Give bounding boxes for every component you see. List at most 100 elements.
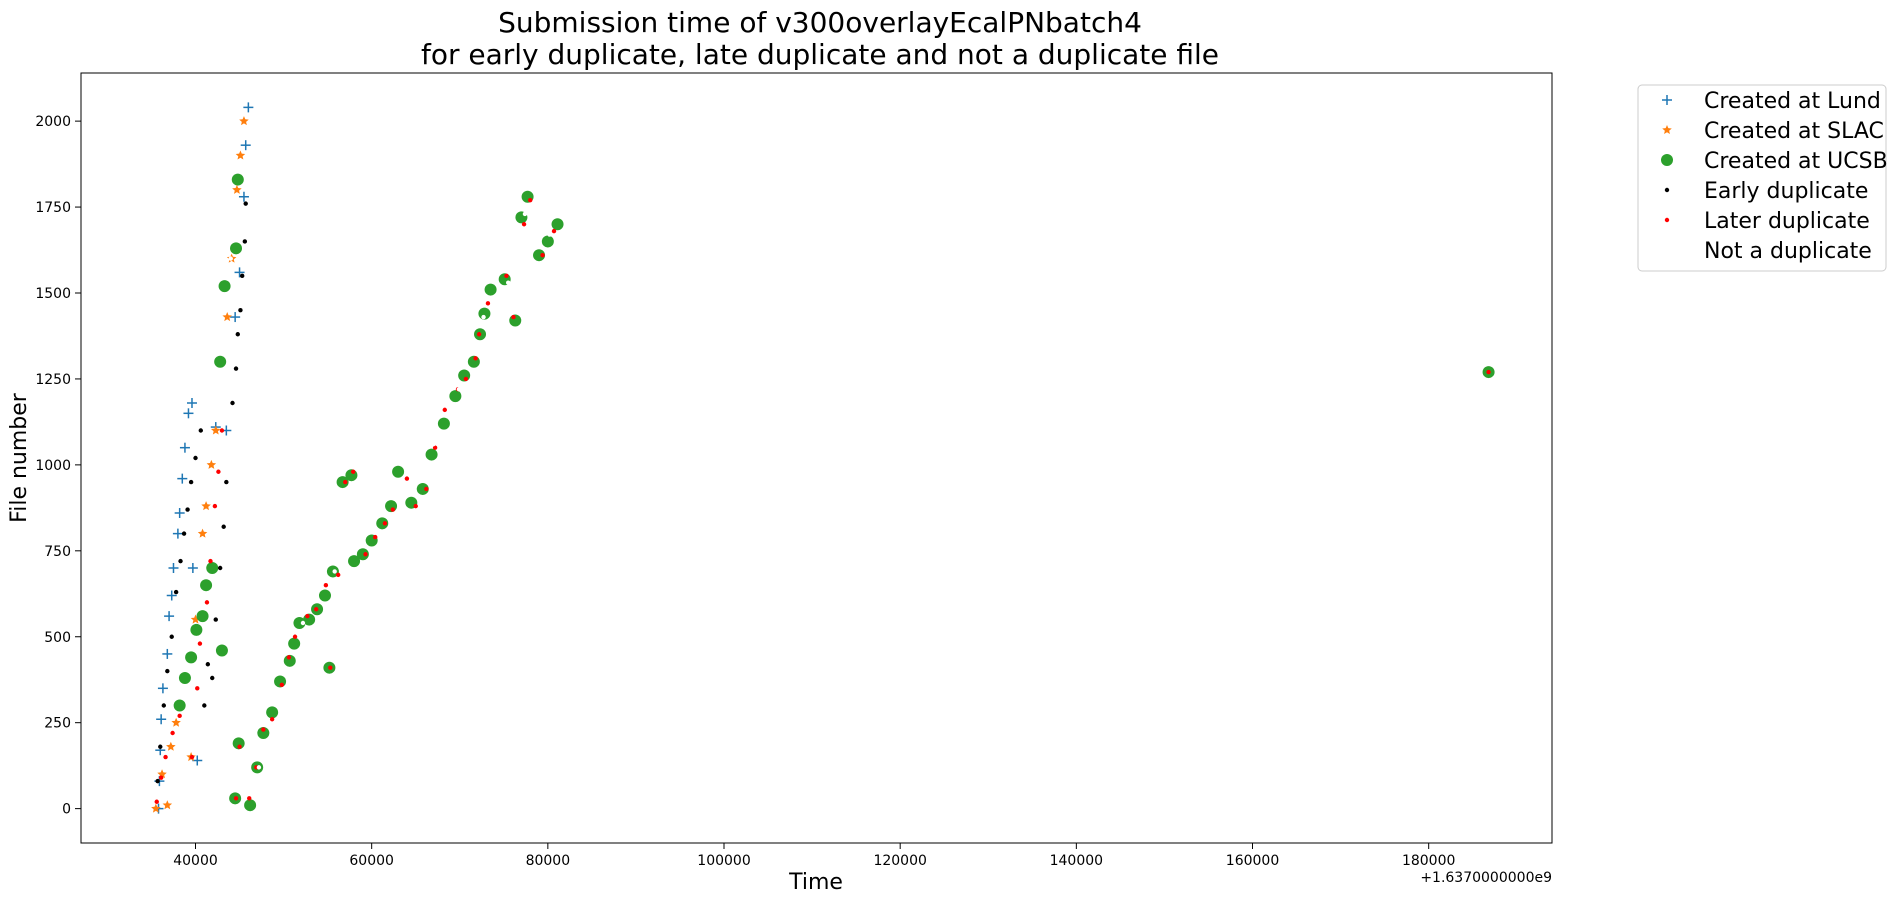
data-point-early-duplicate bbox=[242, 239, 248, 244]
x-tick-label: 80000 bbox=[526, 853, 571, 869]
data-point-created-at-ucsb bbox=[257, 727, 270, 739]
data-point-early-duplicate bbox=[173, 589, 179, 595]
data-point-later-duplicate bbox=[404, 476, 410, 481]
data-point-later-duplicate bbox=[476, 332, 482, 337]
data-point-created-at-lund bbox=[186, 398, 197, 408]
data-point-later-duplicate bbox=[154, 799, 159, 804]
data-point-later-duplicate bbox=[343, 479, 348, 485]
data-point-later-duplicate bbox=[336, 572, 341, 578]
data-point-created-at-lund bbox=[172, 528, 183, 539]
y-tick-label: 750 bbox=[44, 544, 71, 560]
data-point-created-at-lund bbox=[157, 683, 168, 694]
chart-title-line2: for early duplicate, late duplicate and … bbox=[421, 38, 1219, 71]
legend-frame bbox=[1637, 84, 1887, 272]
x-tick-label: 120000 bbox=[873, 853, 926, 869]
data-point-created-at-lund bbox=[240, 140, 251, 151]
data-point-created-at-slac bbox=[235, 150, 246, 160]
data-point-early-duplicate bbox=[202, 703, 207, 708]
data-point-created-at-slac bbox=[201, 501, 211, 511]
data-point-later-duplicate bbox=[1486, 369, 1491, 375]
data-point-legend-marker bbox=[1661, 154, 1673, 166]
data-point-created-at-ucsb bbox=[293, 617, 306, 629]
data-point-early-duplicate bbox=[188, 479, 194, 485]
legend-item: Early duplicate bbox=[1664, 179, 1868, 204]
data-point-later-duplicate bbox=[521, 222, 527, 227]
data-point-created-at-ucsb bbox=[318, 589, 331, 602]
data-point-not-a-duplicate bbox=[506, 280, 511, 285]
data-point-created-at-ucsb bbox=[185, 651, 198, 664]
data-point-later-duplicate bbox=[473, 356, 478, 361]
series-layer bbox=[151, 102, 1495, 814]
data-point-later-duplicate bbox=[540, 252, 545, 258]
data-point-created-at-ucsb bbox=[533, 249, 546, 262]
y-axis-label: File number bbox=[7, 392, 32, 523]
data-point-later-duplicate bbox=[247, 796, 252, 801]
data-point-early-duplicate bbox=[210, 675, 215, 681]
data-point-not-a-duplicate bbox=[228, 256, 233, 261]
data-point-created-at-lund bbox=[168, 563, 179, 573]
data-point-early-duplicate bbox=[243, 201, 248, 206]
data-point-created-at-ucsb bbox=[376, 517, 389, 530]
data-point-created-at-ucsb bbox=[484, 283, 497, 296]
data-point-created-at-ucsb bbox=[231, 173, 244, 186]
data-point-early-duplicate bbox=[230, 400, 235, 406]
data-point-early-duplicate bbox=[239, 273, 245, 279]
data-point-created-at-lund bbox=[238, 191, 249, 202]
legend-label: Created at UCSB bbox=[1704, 149, 1888, 174]
legend-item: Not a duplicate bbox=[1664, 239, 1872, 264]
data-point-created-at-slac bbox=[157, 769, 167, 779]
data-point-created-at-ucsb bbox=[173, 699, 186, 712]
data-point-later-duplicate bbox=[216, 469, 221, 474]
data-point-created-at-slac bbox=[171, 717, 181, 727]
data-point-created-at-ucsb bbox=[425, 448, 438, 461]
data-point-later-duplicate bbox=[382, 521, 388, 526]
data-point-created-at-slac bbox=[166, 741, 176, 751]
data-point-legend-marker bbox=[1664, 217, 1670, 223]
data-point-created-at-slac bbox=[151, 803, 161, 813]
data-point-created-at-ucsb bbox=[196, 610, 209, 623]
data-point-later-duplicate bbox=[219, 428, 225, 433]
data-point-later-duplicate bbox=[170, 730, 175, 736]
data-point-early-duplicate bbox=[213, 617, 218, 622]
data-point-later-duplicate bbox=[292, 634, 298, 639]
data-point-legend-marker bbox=[1664, 187, 1670, 193]
data-point-later-duplicate bbox=[485, 301, 491, 306]
plot-area bbox=[80, 72, 1553, 844]
data-point-created-at-lund bbox=[162, 648, 173, 659]
data-point-early-duplicate bbox=[169, 634, 174, 639]
data-point-early-duplicate bbox=[198, 428, 203, 433]
series-later-duplicate bbox=[154, 197, 1491, 804]
data-point-later-duplicate bbox=[551, 228, 557, 234]
data-point-created-at-ucsb bbox=[348, 555, 361, 568]
y-tick-label: 250 bbox=[44, 716, 71, 732]
data-point-later-duplicate bbox=[424, 486, 429, 492]
data-point-later-duplicate bbox=[237, 744, 242, 749]
data-point-legend-marker bbox=[1664, 247, 1670, 253]
data-point-created-at-lund bbox=[177, 473, 188, 484]
data-point-later-duplicate bbox=[373, 534, 378, 540]
x-axis-label: Time bbox=[788, 870, 843, 895]
x-tick-label: 60000 bbox=[349, 853, 394, 869]
y-axis-ticks: 0 250 500 750 1000 1250 1500 1750 2000 bbox=[35, 114, 81, 818]
data-point-not-a-duplicate bbox=[285, 675, 291, 681]
data-point-early-duplicate bbox=[161, 703, 166, 708]
x-tick-label: 140000 bbox=[1050, 853, 1103, 869]
data-point-created-at-ucsb bbox=[218, 280, 231, 293]
data-point-created-at-slac bbox=[206, 459, 217, 469]
data-point-later-duplicate bbox=[442, 407, 447, 413]
data-point-created-at-lund bbox=[164, 611, 175, 622]
data-point-created-at-ucsb bbox=[178, 672, 191, 684]
data-point-later-duplicate bbox=[313, 607, 319, 612]
data-point-not-a-duplicate bbox=[456, 387, 462, 392]
data-point-legend-marker bbox=[1662, 95, 1672, 105]
legend-label: Early duplicate bbox=[1704, 179, 1868, 204]
y-tick-label: 0 bbox=[62, 802, 71, 818]
data-point-created-at-lund bbox=[187, 563, 198, 573]
data-point-created-at-lund bbox=[183, 408, 194, 419]
data-point-early-duplicate bbox=[178, 558, 183, 564]
data-point-early-duplicate bbox=[217, 565, 223, 571]
x-axis-ticks: 40000 60000 80000 100000 120000 140000 160000 1… bbox=[173, 843, 1455, 869]
data-point-early-duplicate bbox=[181, 531, 187, 536]
data-point-created-at-slac bbox=[222, 312, 232, 322]
